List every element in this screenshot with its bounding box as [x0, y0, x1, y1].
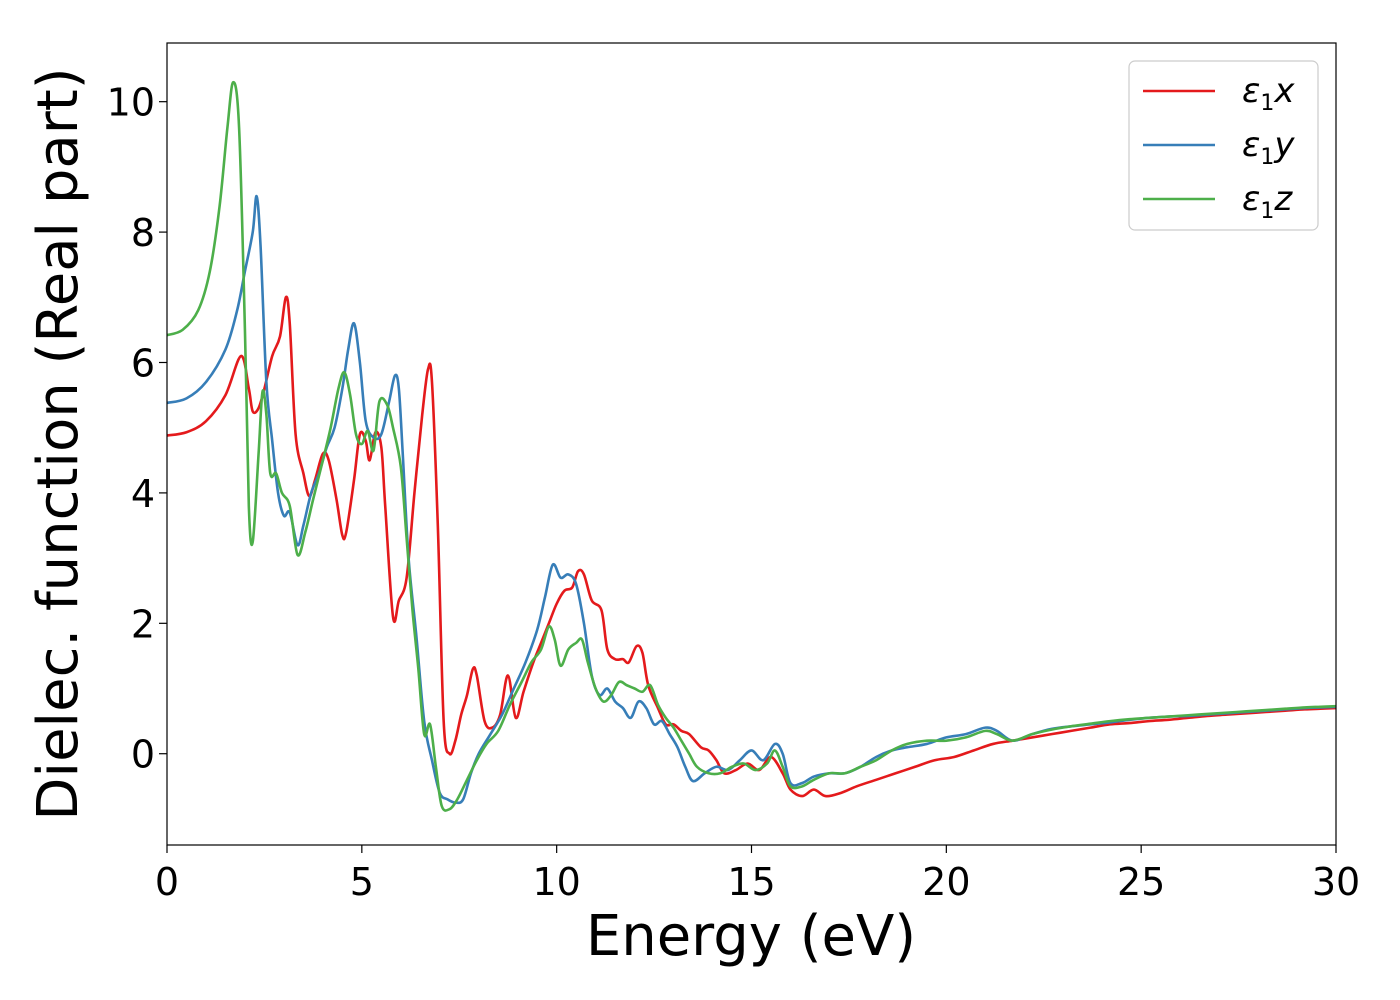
series-layer: [167, 80, 1336, 812]
legend-box: [1128, 60, 1319, 231]
x-tick-label: 15: [727, 860, 775, 904]
y-tick-label: 4: [131, 472, 155, 516]
x-axis-title: Energy (eV): [586, 904, 916, 969]
series-line-z: [167, 80, 1336, 812]
x-tick-label: 20: [922, 860, 970, 904]
y-tick-label: 2: [131, 602, 155, 646]
y-tick-label: 6: [131, 341, 155, 385]
x-tick-label: 30: [1312, 860, 1360, 904]
x-axis-ticks: 0 5 10 15 20 25 30: [155, 845, 1360, 904]
legend-label-x: ε1x: [1242, 71, 1295, 116]
y-tick-label: 8: [131, 211, 155, 255]
legend: ε1x ε1y ε1z: [1128, 60, 1319, 231]
legend-items: ε1x ε1y ε1z: [1143, 71, 1295, 224]
legend-label-y: ε1y: [1242, 125, 1295, 170]
series-line-x: [167, 295, 1336, 798]
y-tick-label: 0: [131, 733, 155, 777]
legend-label-z: ε1z: [1242, 179, 1293, 224]
x-tick-label: 0: [155, 860, 179, 904]
y-axis-title: Dielec. function (Real part): [26, 67, 91, 820]
y-axis-ticks: 0 2 4 6 8 10: [107, 81, 167, 777]
y-tick-label: 10: [107, 81, 155, 125]
x-tick-label: 5: [350, 860, 374, 904]
x-tick-label: 25: [1117, 860, 1165, 904]
x-tick-label: 10: [532, 860, 580, 904]
